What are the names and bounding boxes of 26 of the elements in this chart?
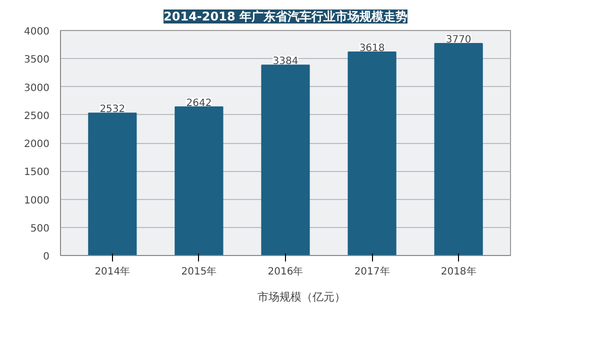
bar <box>174 106 224 256</box>
x-tick-label: 2014年 <box>94 266 130 278</box>
bar <box>434 42 483 256</box>
bar <box>261 64 310 256</box>
data-label: 3618 <box>359 42 385 54</box>
text: 市场规模（亿元） <box>258 290 346 304</box>
y-tick-label: 2000 <box>24 139 50 150</box>
bar <box>88 112 137 256</box>
data-label: 2532 <box>100 104 126 116</box>
data-label: 3384 <box>272 56 298 68</box>
data-label: 2642 <box>186 98 212 109</box>
y-tick-label: 4000 <box>24 26 50 38</box>
data-label: 3770 <box>446 34 472 46</box>
x-tick-label: 2015年 <box>181 266 217 278</box>
x-tick-label: 2017年 <box>354 266 390 278</box>
y-tick-label: 0 <box>43 252 50 262</box>
y-tick-label: 1000 <box>24 195 50 206</box>
chart-title: 2014-2018 年广东省汽车行业市场规模走势 <box>164 10 408 24</box>
y-tick-label: 3500 <box>24 54 50 66</box>
bar <box>348 51 396 256</box>
x-tick-label: 2018年 <box>440 266 476 278</box>
y-tick-label: 500 <box>30 223 50 234</box>
y-tick-label: 1500 <box>24 167 50 178</box>
y-tick-label: 3000 <box>24 82 50 94</box>
x-tick-label: 2016年 <box>268 266 304 278</box>
y-tick-label: 2500 <box>24 110 50 122</box>
